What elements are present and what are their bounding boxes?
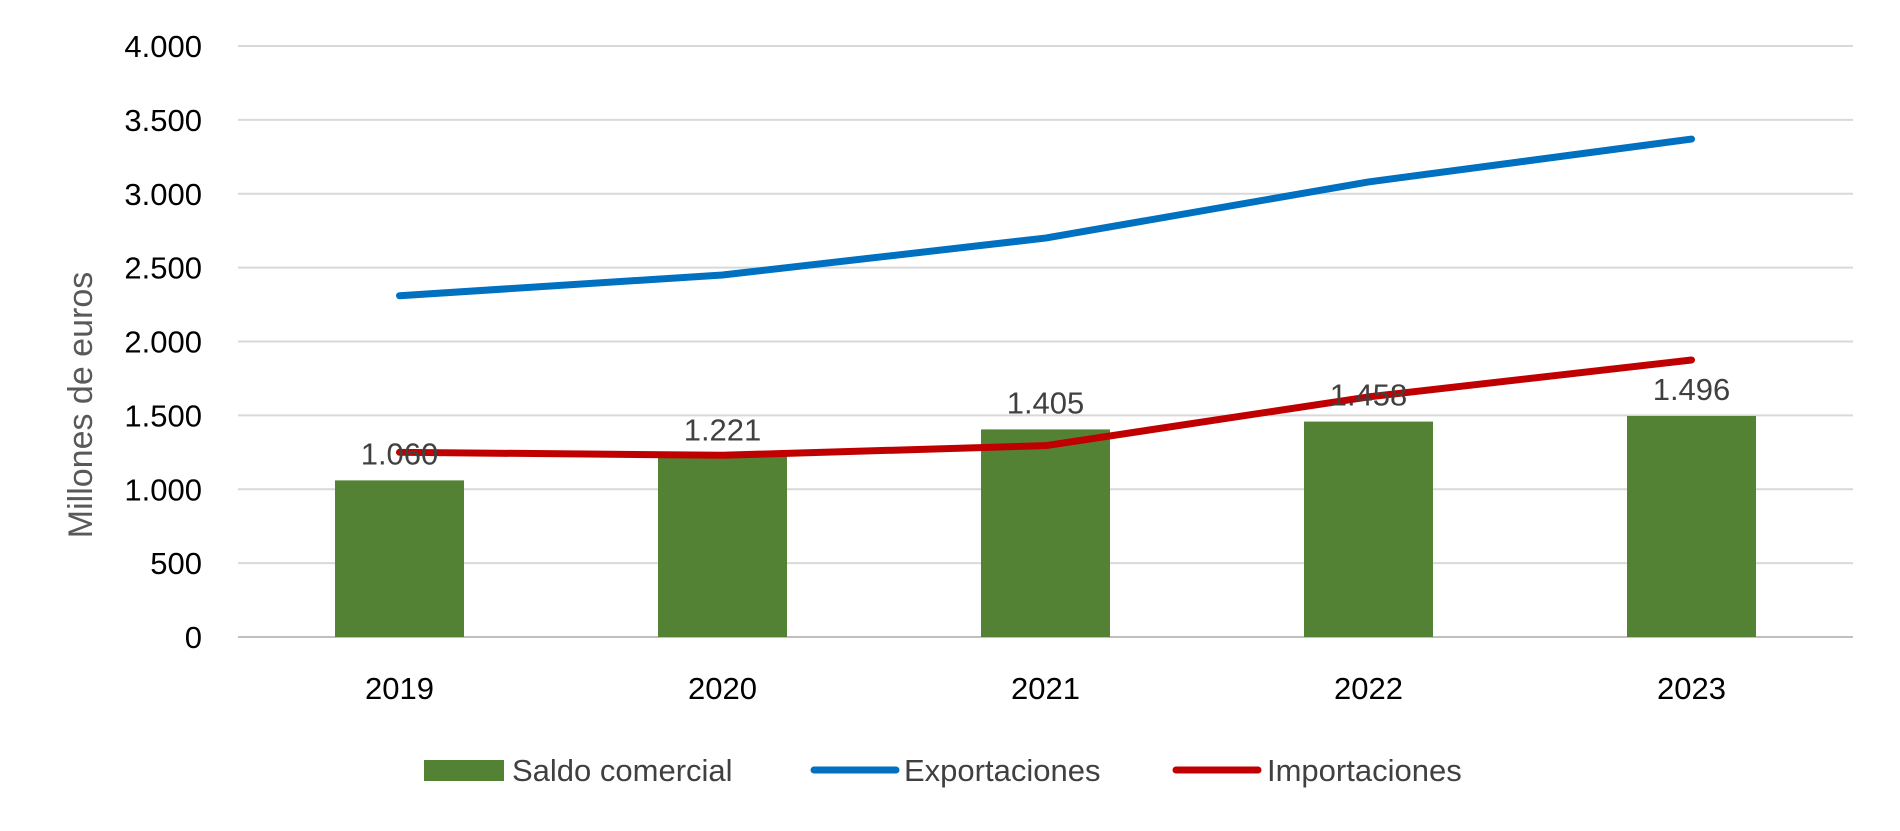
data-label: 1.060 (361, 436, 439, 471)
y-tick-label: 2.000 (124, 325, 202, 360)
x-axis-ticks: 2019 2020 2021 2022 2023 (365, 671, 1726, 706)
y-tick-label: 3.500 (124, 103, 202, 138)
bars (335, 415, 1756, 637)
data-label: 1.221 (684, 413, 762, 448)
series-lines (396, 135, 1695, 459)
bar-2019 (335, 480, 464, 637)
y-tick-label: 3.000 (124, 177, 202, 212)
x-tick-label: 2022 (1334, 671, 1403, 706)
legend-swatch (424, 760, 504, 781)
y-tick-label: 1.000 (124, 472, 202, 507)
data-label: 1.405 (1007, 385, 1085, 420)
y-tick-label: 500 (150, 546, 202, 581)
bar-2020 (658, 456, 787, 637)
bar-2021 (981, 429, 1110, 637)
y-tick-label: 2.500 (124, 251, 202, 286)
x-tick-label: 2019 (365, 671, 434, 706)
line-importaciones (396, 356, 1695, 459)
x-tick-label: 2020 (688, 671, 757, 706)
x-tick-label: 2021 (1011, 671, 1080, 706)
y-tick-label: 4.000 (124, 29, 202, 64)
y-tick-label: 0 (185, 620, 202, 655)
legend-label: Exportaciones (904, 753, 1100, 788)
y-tick-label: 1.500 (124, 398, 202, 433)
data-label: 1.458 (1330, 378, 1408, 413)
legend-label: Saldo comercial (512, 753, 733, 788)
gridlines (238, 45, 1853, 638)
bar-2023 (1627, 415, 1756, 637)
x-tick-label: 2023 (1657, 671, 1726, 706)
legend: Saldo comercial Exportaciones Importacione… (424, 753, 1462, 788)
line-exportaciones (396, 135, 1695, 300)
y-axis-title: Millones de euros (62, 272, 100, 538)
bar-2022 (1304, 421, 1433, 637)
legend-label: Importaciones (1267, 753, 1462, 788)
data-labels: 1.060 1.221 1.405 1.458 1.496 (361, 372, 1731, 471)
y-axis-ticks: 0 500 1.000 1.500 2.000 2.500 3.000 3.500 4.000 (124, 29, 202, 655)
data-label: 1.496 (1653, 372, 1731, 407)
